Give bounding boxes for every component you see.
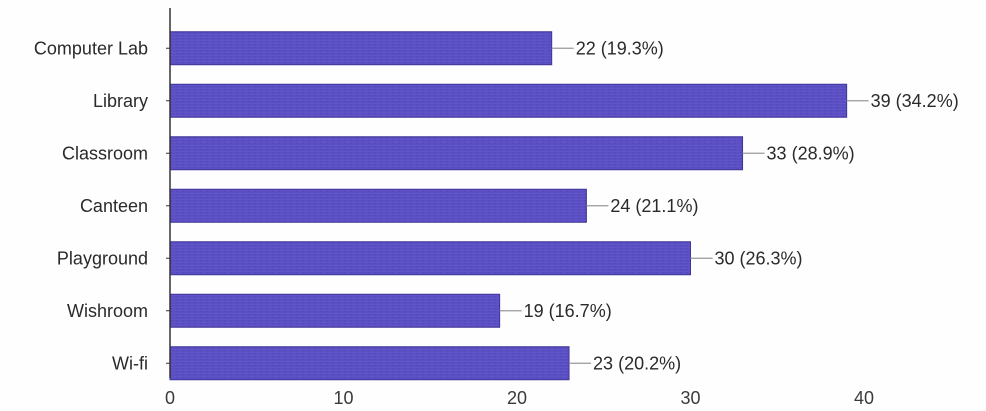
x-tick-label: 20 — [507, 388, 527, 408]
bar-library — [169, 83, 848, 118]
bars-layer — [169, 31, 848, 381]
data-label: 22 (19.3%) — [576, 38, 664, 58]
x-tick-label: 0 — [165, 388, 175, 408]
category-label: Library — [93, 91, 148, 111]
x-tick-label: 40 — [854, 388, 874, 408]
bar-wi-fi — [169, 346, 570, 381]
category-label: Playground — [57, 248, 148, 268]
category-label: Wi-fi — [112, 353, 148, 373]
data-label-connectors — [499, 47, 869, 364]
category-label: Canteen — [80, 196, 148, 216]
bar-playground — [169, 241, 691, 276]
data-label: 39 (34.2%) — [871, 91, 959, 111]
category-label: Computer Lab — [34, 38, 148, 58]
bar-computer-lab — [169, 31, 553, 66]
x-tick-labels-layer: 0 10 20 30 40 — [165, 388, 874, 408]
x-tick-label: 10 — [333, 388, 353, 408]
data-label: 23 (20.2%) — [593, 353, 681, 373]
axis-layer — [166, 8, 171, 378]
bar-canteen — [169, 188, 587, 223]
x-tick-label: 30 — [680, 388, 700, 408]
data-labels-layer: 22 (19.3%) 39 (34.2%) 33 (28.9%) 24 (21.1%)… — [524, 38, 959, 373]
data-label: 33 (28.9%) — [767, 143, 855, 163]
data-label: 24 (21.1%) — [610, 196, 698, 216]
category-label: Wishroom — [67, 301, 148, 321]
data-label: 19 (16.7%) — [524, 301, 612, 321]
category-labels-layer: Computer Lab Library Classroom Canteen Playg… — [34, 38, 148, 373]
data-label: 30 (26.3%) — [715, 248, 803, 268]
category-label: Classroom — [62, 143, 148, 163]
bar-classroom — [169, 136, 744, 171]
bar-wishroom — [169, 293, 501, 328]
